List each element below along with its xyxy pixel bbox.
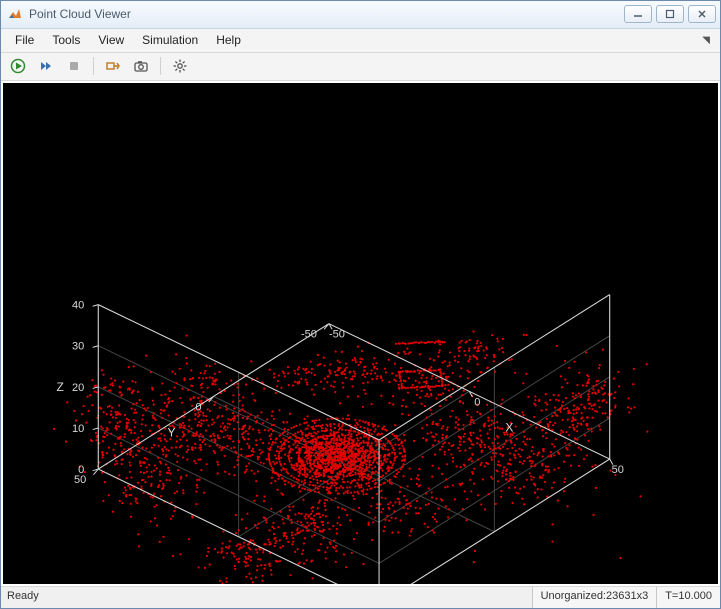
step-button[interactable] <box>35 55 57 77</box>
window-title: Point Cloud Viewer <box>29 7 624 21</box>
highlight-block-button[interactable] <box>102 55 124 77</box>
point-cloud-canvas[interactable]: -50050-50050010203040XYZ <box>3 83 718 584</box>
status-time: T=10.000 <box>656 587 720 608</box>
close-button[interactable] <box>688 5 716 23</box>
svg-text:0: 0 <box>474 396 480 408</box>
toolbar-separator <box>160 57 161 75</box>
settings-button[interactable] <box>169 55 191 77</box>
app-window: Point Cloud Viewer File Tools View Simul… <box>0 0 721 609</box>
svg-text:Y: Y <box>167 425 175 439</box>
svg-text:0: 0 <box>78 464 84 476</box>
svg-text:0: 0 <box>195 401 201 413</box>
step-icon <box>38 58 54 74</box>
statusbar: Ready Unorganized:23631x3 T=10.000 <box>1 586 720 608</box>
menu-help[interactable]: Help <box>208 30 249 50</box>
minimize-button[interactable] <box>624 5 652 23</box>
run-icon <box>10 58 26 74</box>
menu-simulation[interactable]: Simulation <box>134 30 206 50</box>
maximize-button[interactable] <box>656 5 684 23</box>
matlab-icon <box>7 6 23 22</box>
snapshot-button[interactable] <box>130 55 152 77</box>
svg-text:40: 40 <box>72 299 84 311</box>
snapshot-icon <box>133 58 149 74</box>
window-controls <box>624 5 716 23</box>
toolbar-overflow-icon[interactable]: ◥ <box>702 35 714 46</box>
svg-text:20: 20 <box>72 382 84 394</box>
menu-tools[interactable]: Tools <box>44 30 88 50</box>
svg-text:10: 10 <box>72 423 84 435</box>
stop-button[interactable] <box>63 55 85 77</box>
status-ready: Ready <box>1 587 532 608</box>
status-unorganized: Unorganized:23631x3 <box>532 587 657 608</box>
svg-text:-50: -50 <box>301 328 317 340</box>
canvas-area: -50050-50050010203040XYZ <box>1 81 720 586</box>
svg-text:X: X <box>505 420 513 434</box>
menubar: File Tools View Simulation Help ◥ <box>1 29 720 53</box>
toolbar-separator <box>93 57 94 75</box>
titlebar[interactable]: Point Cloud Viewer <box>1 1 720 29</box>
svg-text:-50: -50 <box>329 328 345 340</box>
menu-view[interactable]: View <box>90 30 132 50</box>
svg-text:Z: Z <box>56 380 63 394</box>
menu-file[interactable]: File <box>7 30 42 50</box>
toolbar <box>1 53 720 81</box>
svg-text:50: 50 <box>612 464 624 476</box>
svg-text:30: 30 <box>72 340 84 352</box>
highlight-block-icon <box>105 58 121 74</box>
settings-icon <box>172 58 188 74</box>
run-button[interactable] <box>7 55 29 77</box>
stop-icon <box>66 58 82 74</box>
